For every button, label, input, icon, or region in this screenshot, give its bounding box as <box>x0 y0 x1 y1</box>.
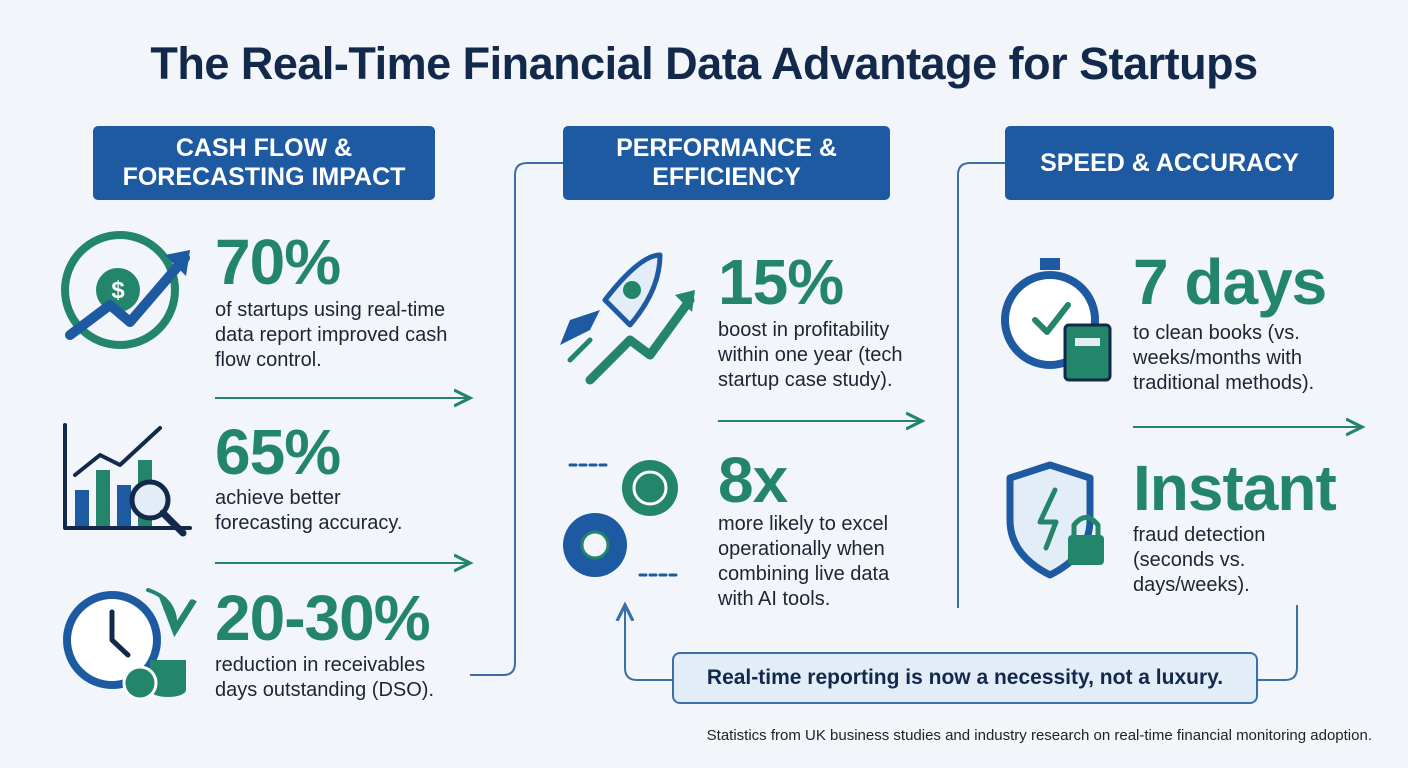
column-header: SPEED & ACCURACY <box>1005 126 1334 200</box>
stat-value: 70% <box>215 226 341 298</box>
stat-text: of startups using real-time data report … <box>215 299 448 371</box>
stat-value: 20-30% <box>215 582 431 654</box>
stat-value: 15% <box>718 246 844 318</box>
stat-text: achieve better forecasting accuracy. <box>215 487 403 534</box>
stat-value: 8x <box>718 444 788 516</box>
stat-text: reduction in receivables days outstandin… <box>215 654 434 701</box>
svg-text:$: $ <box>111 277 125 304</box>
stat-text: to clean books (vs. weeks/months with tr… <box>1133 322 1315 394</box>
stat-text: more likely to excel operationally when … <box>718 513 890 610</box>
stat-value: 7 days <box>1133 246 1327 318</box>
stat-value: Instant <box>1133 452 1337 524</box>
connectors <box>470 162 1298 681</box>
stat-value: 65% <box>215 416 341 488</box>
icons: $ <box>61 231 1112 701</box>
title: The Real-Time Financial Data Advantage f… <box>150 38 1258 89</box>
footnote: Statistics from UK business studies and … <box>706 727 1372 744</box>
column-header: CASH FLOW & FORECASTING IMPACT <box>93 126 435 200</box>
stat-text: fraud detection (seconds vs. days/weeks)… <box>1133 524 1266 596</box>
stat-text: boost in profitability within one year (… <box>718 319 903 391</box>
callout: Real-time reporting is now a necessity, … <box>672 652 1258 704</box>
column-header: PERFORMANCE & EFFICIENCY <box>563 126 890 200</box>
separator-arrows <box>215 398 1362 563</box>
